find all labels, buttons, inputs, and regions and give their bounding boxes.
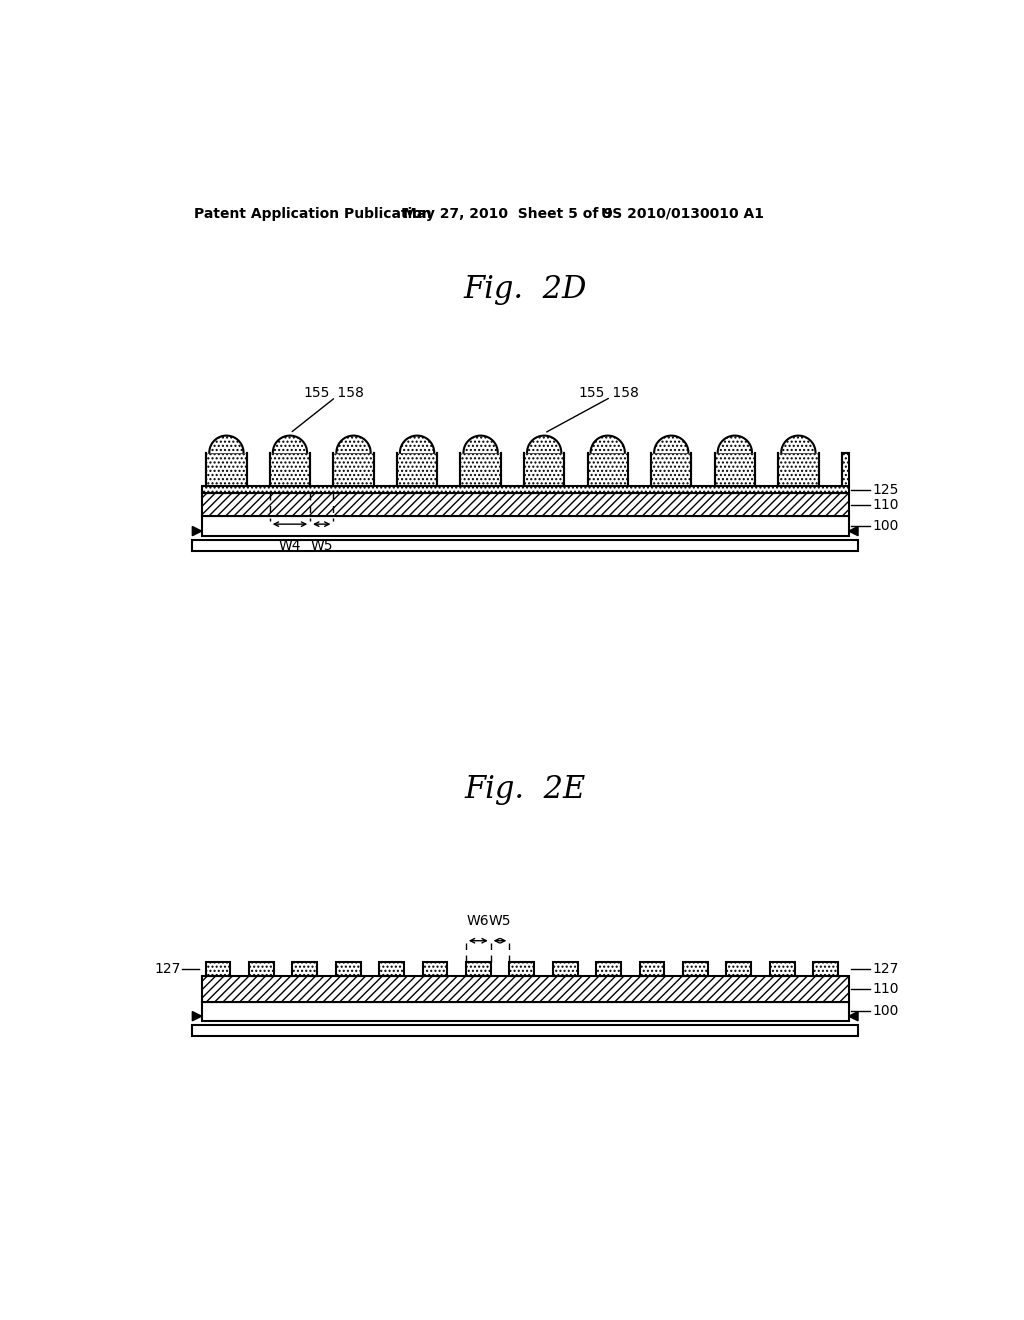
Text: W6: W6 — [467, 913, 489, 928]
Polygon shape — [193, 527, 202, 536]
Bar — [202, 486, 849, 494]
Bar — [202, 1002, 849, 1020]
Text: W5: W5 — [488, 913, 511, 928]
Polygon shape — [715, 436, 755, 453]
Polygon shape — [849, 527, 858, 536]
Polygon shape — [461, 436, 501, 453]
Text: US 2010/0130010 A1: US 2010/0130010 A1 — [601, 207, 764, 220]
Bar — [466, 962, 490, 977]
Bar — [461, 453, 501, 486]
Bar — [778, 453, 818, 486]
Bar — [524, 453, 564, 486]
Polygon shape — [588, 436, 628, 453]
Text: 155: 155 — [303, 387, 330, 400]
Text: 110: 110 — [872, 498, 898, 512]
Bar — [193, 1024, 858, 1036]
Bar — [202, 494, 849, 516]
Text: Patent Application Publication: Patent Application Publication — [194, 207, 432, 220]
Polygon shape — [206, 436, 247, 453]
Polygon shape — [397, 436, 437, 453]
Bar — [596, 962, 621, 977]
Polygon shape — [270, 436, 310, 453]
Polygon shape — [397, 436, 437, 453]
Bar — [336, 962, 360, 977]
Bar — [588, 453, 628, 486]
Bar — [193, 540, 858, 552]
Bar — [842, 453, 849, 486]
Text: May 27, 2010  Sheet 5 of 9: May 27, 2010 Sheet 5 of 9 — [403, 207, 613, 220]
Bar — [202, 977, 849, 1002]
Polygon shape — [524, 436, 564, 453]
Polygon shape — [715, 436, 755, 453]
Polygon shape — [270, 436, 310, 453]
Polygon shape — [588, 436, 628, 453]
Bar — [206, 962, 230, 977]
Bar — [334, 453, 374, 486]
Text: 100: 100 — [872, 1005, 898, 1018]
Bar — [270, 453, 310, 486]
Bar — [206, 453, 247, 486]
Bar — [292, 962, 317, 977]
Bar — [202, 516, 849, 536]
Polygon shape — [849, 1011, 858, 1020]
Text: 100: 100 — [872, 519, 898, 533]
Bar — [249, 962, 273, 977]
Bar — [813, 962, 838, 977]
Bar — [640, 962, 665, 977]
Bar — [715, 453, 755, 486]
Text: W5: W5 — [310, 539, 333, 553]
Text: Fig.  2D: Fig. 2D — [463, 273, 587, 305]
Bar — [423, 962, 447, 977]
Polygon shape — [778, 436, 818, 453]
Bar — [770, 962, 795, 977]
Polygon shape — [334, 436, 374, 453]
Polygon shape — [524, 436, 564, 453]
Bar — [397, 453, 437, 486]
Polygon shape — [778, 436, 818, 453]
Text: 155: 155 — [579, 387, 604, 400]
Bar — [509, 962, 535, 977]
Polygon shape — [651, 436, 691, 453]
Text: 127: 127 — [155, 962, 180, 977]
Polygon shape — [193, 1011, 202, 1020]
Bar — [651, 453, 691, 486]
Text: 127: 127 — [872, 962, 898, 977]
Polygon shape — [206, 436, 247, 453]
Polygon shape — [461, 436, 501, 453]
Text: 125: 125 — [872, 483, 898, 496]
Polygon shape — [651, 436, 691, 453]
Text: 158: 158 — [334, 387, 365, 400]
Bar — [379, 962, 403, 977]
Bar — [553, 962, 578, 977]
Text: 158: 158 — [608, 387, 639, 400]
Text: Fig.  2E: Fig. 2E — [464, 775, 586, 805]
Text: W4: W4 — [279, 539, 301, 553]
Bar — [683, 962, 708, 977]
Polygon shape — [334, 436, 374, 453]
Text: 110: 110 — [872, 982, 898, 995]
Bar — [726, 962, 751, 977]
